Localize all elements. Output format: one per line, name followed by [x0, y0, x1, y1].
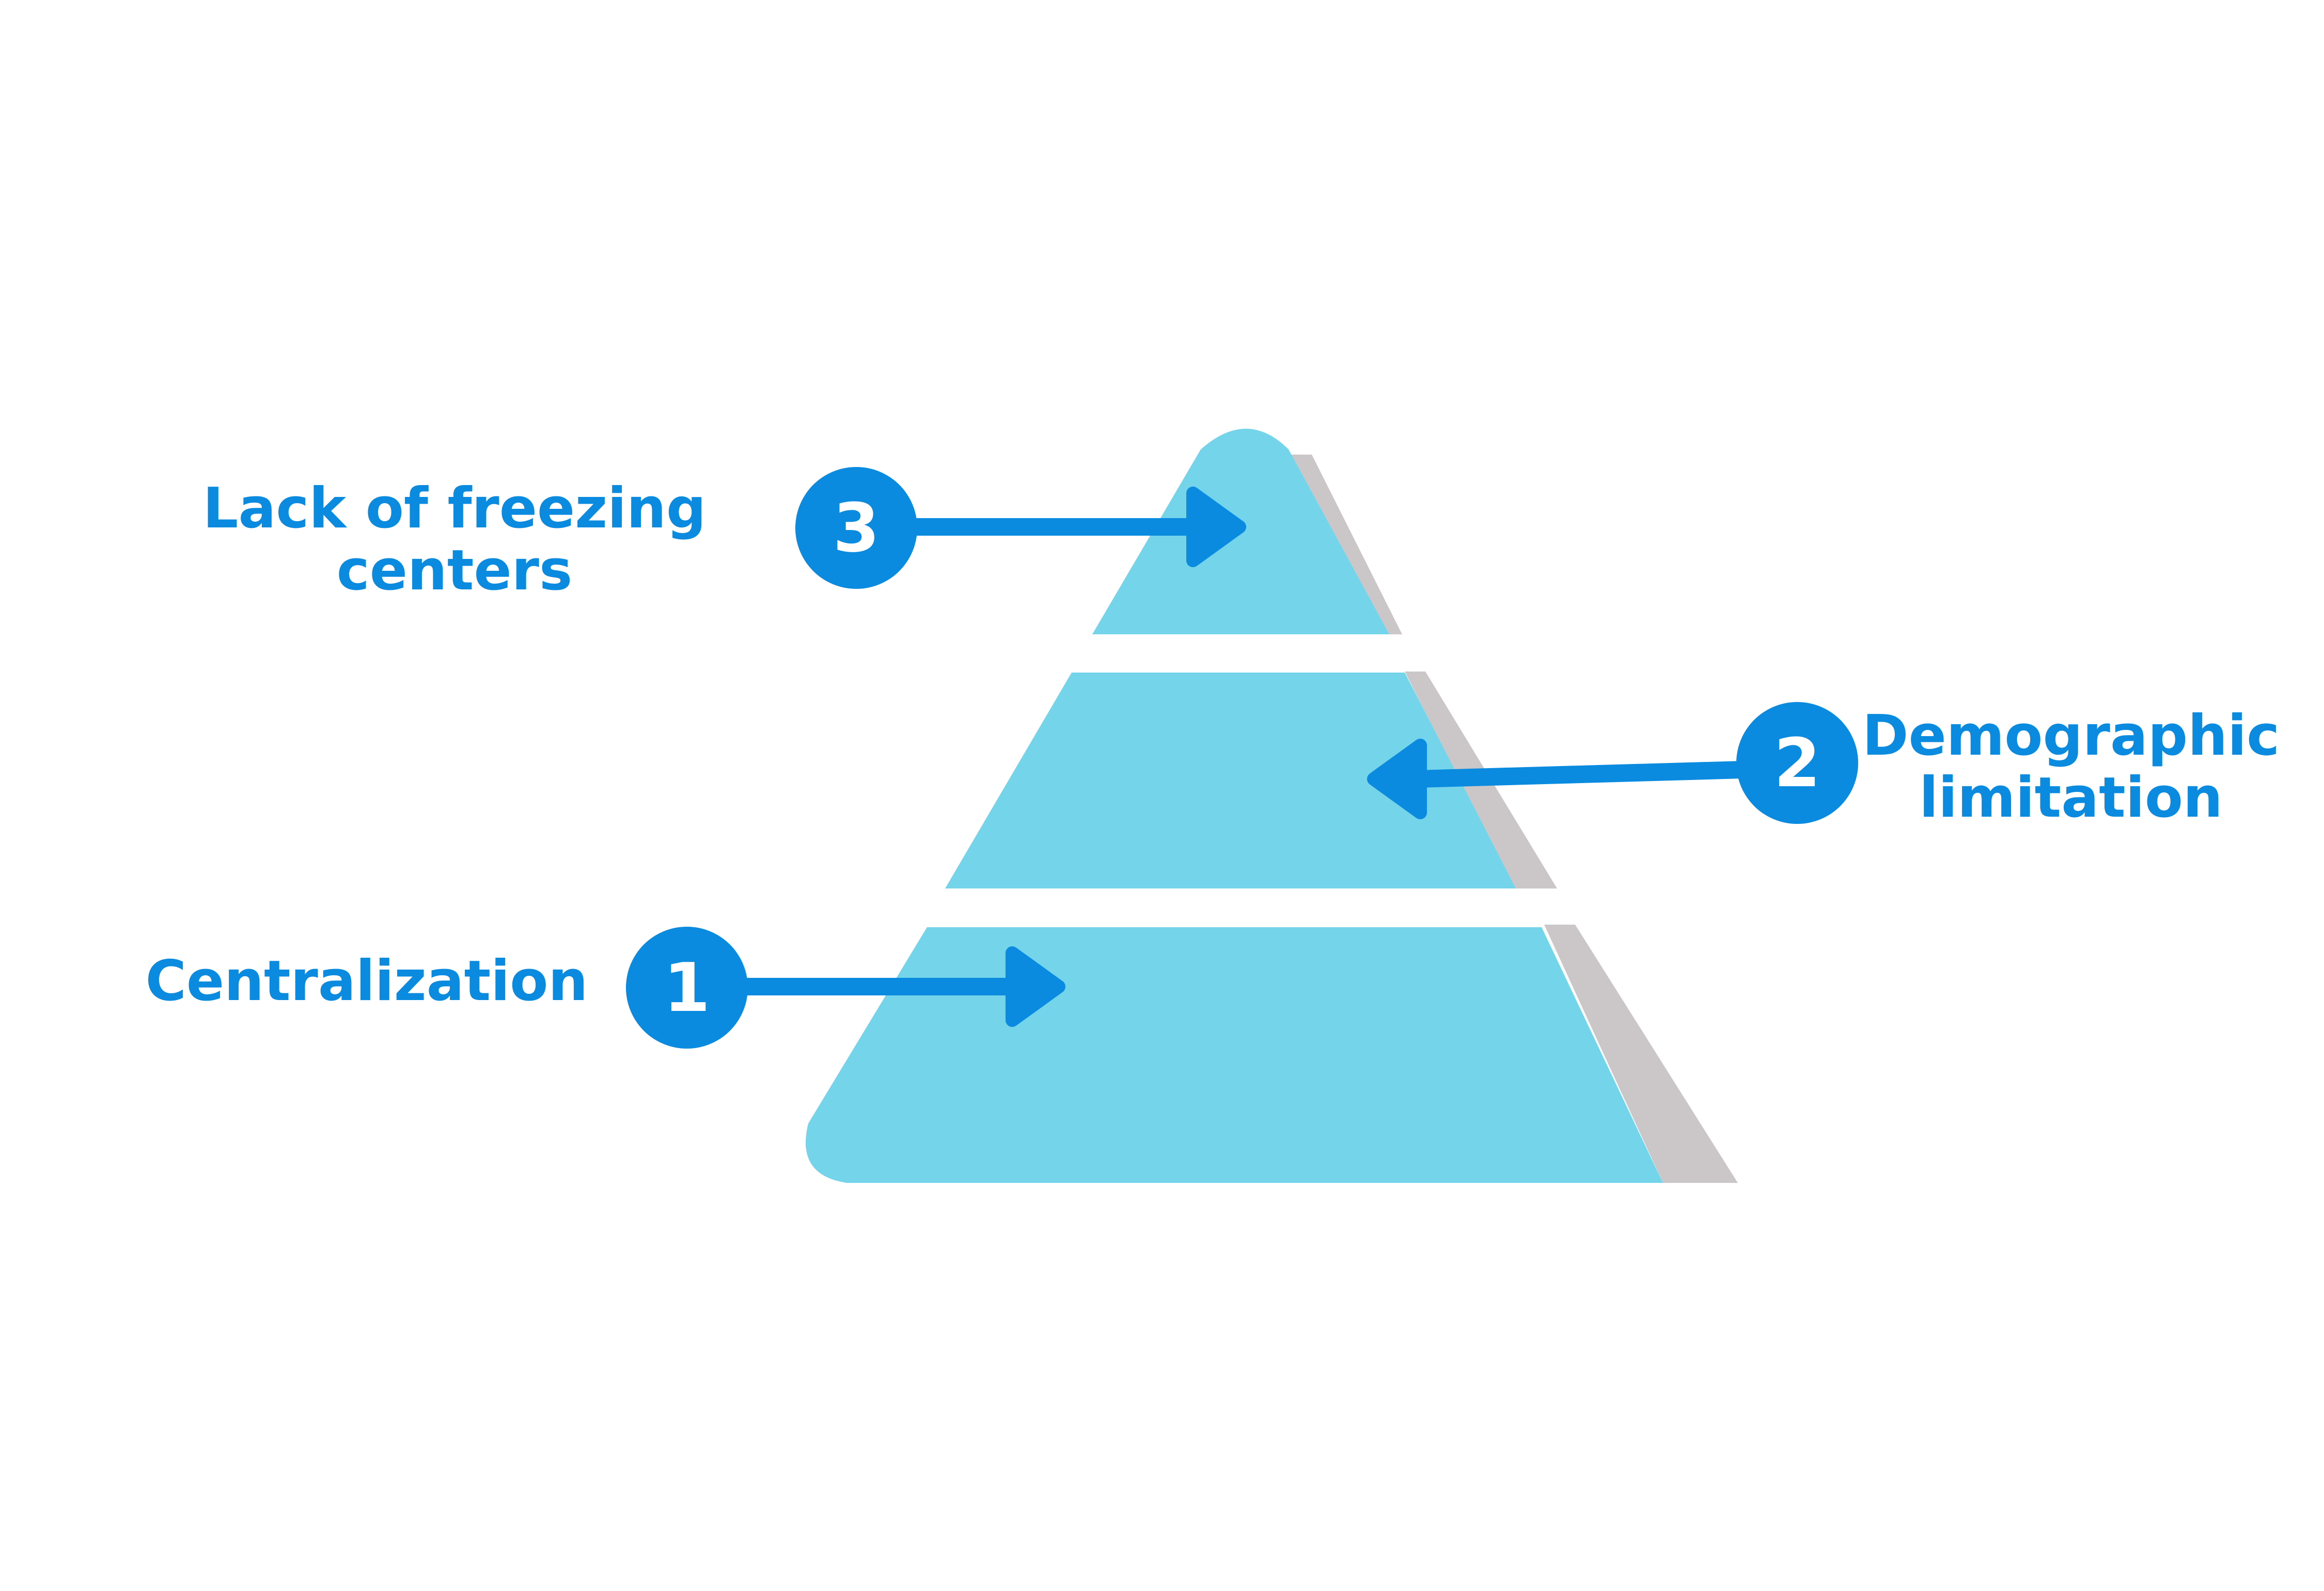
- badge-number-2: 2: [1774, 724, 1820, 802]
- step-label-2: Demographic limitation: [1839, 705, 2303, 829]
- step-label-1-line-1: Centralization: [145, 949, 588, 1013]
- badge-number-1: 1: [664, 948, 710, 1027]
- arrow-head-3: [1186, 487, 1246, 567]
- badge-circle-1: [626, 927, 748, 1049]
- step-badge-2: 2: [1736, 702, 1858, 824]
- badge-circle-3: [795, 467, 917, 589]
- pyramid-layer-middle: [945, 673, 1516, 888]
- step-label-1: Centralization: [119, 950, 615, 1012]
- step-badge-3: 3: [795, 467, 917, 589]
- pyramid-layer-bottom: [806, 927, 1663, 1183]
- arrow-head-1: [1006, 946, 1065, 1027]
- step-label-3-line-1: Lack of freezing: [202, 476, 706, 541]
- badge-circle-2: [1736, 702, 1858, 824]
- step-label-3: Lack of freezing centers: [170, 478, 739, 602]
- pyramid-shadow-top: [1291, 455, 1402, 634]
- pyramid-shadow-bottom: [1544, 925, 1738, 1183]
- step-label-2-line-1: Demographic: [1862, 704, 2280, 768]
- arrow-head-2: [1367, 739, 1427, 819]
- connector-line-2: [1417, 761, 1744, 788]
- step-label-2-line-2: limitation: [1919, 766, 2223, 830]
- step-badge-1: 1: [626, 927, 748, 1049]
- badge-number-3: 3: [833, 489, 880, 567]
- step-label-3-line-2: centers: [336, 538, 573, 603]
